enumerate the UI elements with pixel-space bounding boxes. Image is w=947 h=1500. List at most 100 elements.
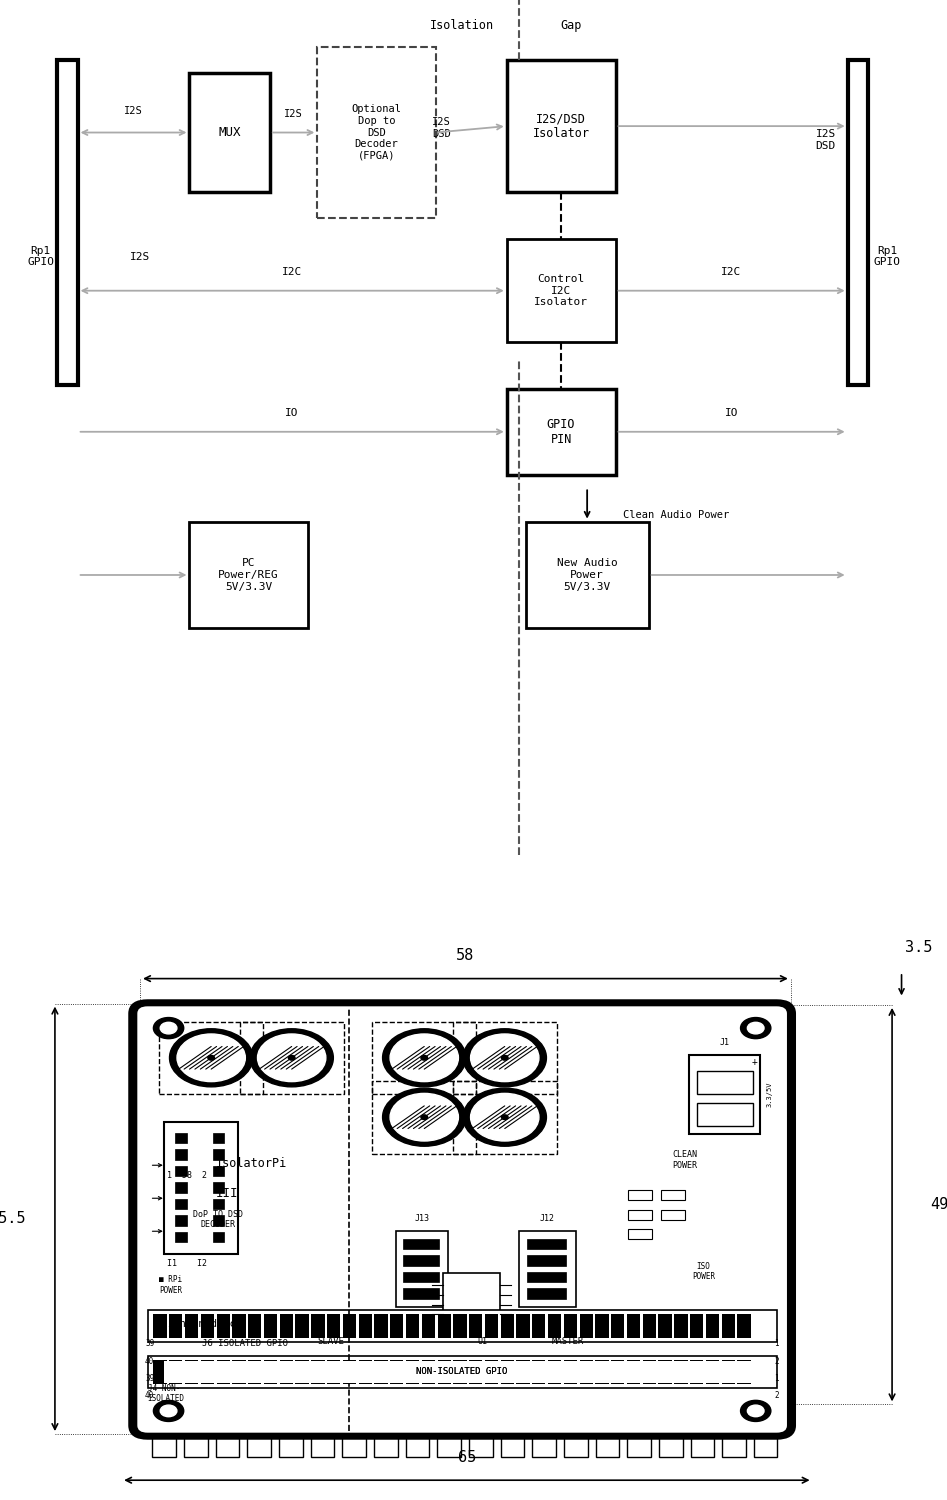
- Circle shape: [258, 1034, 326, 1082]
- Bar: [690, 1314, 704, 1338]
- Circle shape: [390, 1094, 458, 1142]
- Text: 39: 39: [145, 1340, 154, 1348]
- Bar: [469, 1434, 492, 1456]
- FancyBboxPatch shape: [57, 60, 78, 386]
- Bar: [213, 1182, 224, 1192]
- Bar: [374, 1360, 387, 1384]
- Bar: [697, 1102, 753, 1126]
- FancyBboxPatch shape: [507, 240, 616, 342]
- FancyBboxPatch shape: [131, 1002, 794, 1437]
- Text: 2: 2: [775, 1392, 778, 1401]
- Text: Isolation: Isolation: [430, 20, 494, 32]
- FancyBboxPatch shape: [507, 388, 616, 474]
- Text: III: III: [216, 1186, 239, 1200]
- Bar: [213, 1232, 224, 1242]
- FancyBboxPatch shape: [443, 1274, 500, 1320]
- Bar: [148, 1356, 777, 1388]
- Text: 39: 39: [145, 1374, 154, 1383]
- Text: 65: 65: [457, 1449, 476, 1464]
- Bar: [658, 1360, 671, 1384]
- Bar: [217, 1360, 230, 1384]
- Bar: [706, 1360, 719, 1384]
- Text: 1  J8  2: 1 J8 2: [167, 1172, 206, 1180]
- Bar: [152, 1434, 176, 1456]
- Bar: [706, 1314, 719, 1338]
- Text: ISO
POWER: ISO POWER: [692, 1262, 715, 1281]
- Bar: [374, 1314, 387, 1338]
- FancyBboxPatch shape: [526, 522, 649, 628]
- Circle shape: [741, 1017, 771, 1038]
- Bar: [295, 1314, 309, 1338]
- Bar: [723, 1434, 746, 1456]
- Text: PC
Power/REG
5V/3.3V: PC Power/REG 5V/3.3V: [218, 558, 279, 591]
- Bar: [661, 1209, 685, 1219]
- Circle shape: [170, 1029, 253, 1088]
- Text: IO: IO: [724, 408, 739, 419]
- Bar: [217, 1314, 230, 1338]
- Bar: [722, 1314, 735, 1338]
- Bar: [213, 1166, 224, 1176]
- Bar: [279, 1360, 293, 1384]
- Bar: [485, 1314, 498, 1338]
- Bar: [232, 1314, 245, 1338]
- Bar: [501, 1314, 514, 1338]
- Bar: [596, 1434, 619, 1456]
- Bar: [216, 1434, 240, 1456]
- Bar: [175, 1149, 187, 1160]
- Text: 40: 40: [145, 1392, 154, 1401]
- Text: I2S
DSD: I2S DSD: [815, 129, 836, 152]
- Bar: [201, 1360, 214, 1384]
- Bar: [213, 1198, 224, 1209]
- Circle shape: [383, 1029, 466, 1088]
- Circle shape: [471, 1094, 539, 1142]
- Text: 3.5: 3.5: [905, 940, 932, 956]
- Bar: [201, 1314, 214, 1338]
- FancyBboxPatch shape: [317, 46, 436, 217]
- Circle shape: [463, 1088, 546, 1146]
- Bar: [674, 1360, 688, 1384]
- Text: I1    I2: I1 I2: [167, 1258, 206, 1268]
- Bar: [213, 1215, 224, 1225]
- Bar: [295, 1360, 309, 1384]
- Bar: [153, 1314, 167, 1338]
- Bar: [658, 1314, 671, 1338]
- Circle shape: [747, 1023, 764, 1034]
- Text: 65.5: 65.5: [0, 1212, 26, 1227]
- Bar: [164, 1362, 751, 1383]
- Text: U1: U1: [477, 1336, 487, 1346]
- Bar: [563, 1314, 577, 1338]
- Circle shape: [390, 1034, 458, 1082]
- Bar: [454, 1314, 467, 1338]
- Bar: [697, 1071, 753, 1094]
- FancyBboxPatch shape: [396, 1230, 448, 1306]
- Text: GPIO
PIN: GPIO PIN: [546, 419, 576, 446]
- Text: J1: J1: [720, 1038, 730, 1047]
- Bar: [628, 1230, 652, 1239]
- Bar: [148, 1310, 777, 1341]
- Bar: [674, 1314, 688, 1338]
- Text: Control
I2C
Isolator: Control I2C Isolator: [534, 274, 588, 308]
- FancyBboxPatch shape: [689, 1054, 760, 1134]
- Bar: [627, 1314, 640, 1338]
- Text: iancanada.ca: iancanada.ca: [167, 1318, 241, 1329]
- Bar: [643, 1314, 656, 1338]
- Bar: [548, 1314, 562, 1338]
- Circle shape: [420, 1056, 428, 1060]
- Circle shape: [463, 1029, 546, 1088]
- Circle shape: [288, 1056, 295, 1060]
- Text: Clean Audio Power: Clean Audio Power: [623, 510, 729, 519]
- Bar: [175, 1232, 187, 1242]
- Circle shape: [153, 1401, 184, 1422]
- Bar: [390, 1360, 403, 1384]
- Text: I2S: I2S: [124, 106, 143, 116]
- Bar: [690, 1434, 714, 1456]
- Text: NON-ISOLATED GPIO: NON-ISOLATED GPIO: [417, 1368, 508, 1377]
- Bar: [527, 1272, 566, 1282]
- Bar: [527, 1288, 566, 1299]
- Bar: [175, 1132, 187, 1143]
- Text: 1: 1: [775, 1374, 778, 1383]
- Bar: [469, 1360, 482, 1384]
- Bar: [327, 1360, 340, 1384]
- Bar: [527, 1256, 566, 1266]
- Text: 49: 49: [930, 1197, 947, 1212]
